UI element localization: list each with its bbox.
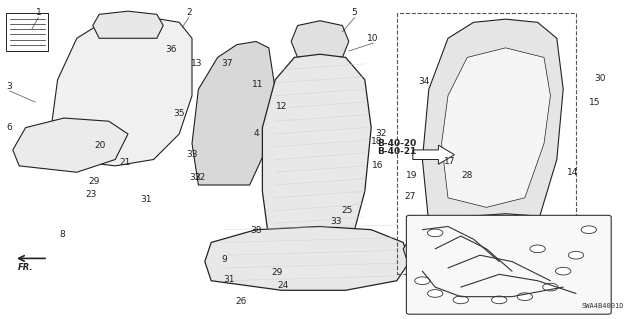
Circle shape (543, 283, 558, 291)
Circle shape (530, 245, 545, 253)
Polygon shape (291, 21, 349, 57)
Polygon shape (422, 19, 563, 233)
Circle shape (453, 296, 468, 304)
Text: B-40-21: B-40-21 (378, 147, 417, 156)
Text: 28: 28 (461, 171, 473, 180)
Text: 1: 1 (36, 8, 41, 17)
Text: 23: 23 (85, 190, 97, 199)
Text: 33: 33 (186, 150, 198, 159)
Text: 32: 32 (376, 130, 387, 138)
Polygon shape (262, 54, 371, 249)
Circle shape (556, 267, 571, 275)
Text: 10: 10 (367, 34, 379, 43)
Text: 8: 8 (60, 230, 65, 239)
Text: 17: 17 (444, 157, 455, 166)
Text: 13: 13 (191, 59, 202, 68)
Text: 9: 9 (221, 256, 227, 264)
Text: 20: 20 (95, 141, 106, 150)
FancyBboxPatch shape (406, 215, 611, 314)
Text: 37: 37 (221, 59, 233, 68)
Text: 16: 16 (372, 161, 383, 170)
Circle shape (415, 277, 430, 285)
Circle shape (517, 293, 532, 300)
Text: 2: 2 (186, 8, 191, 17)
Text: 12: 12 (276, 102, 287, 111)
Text: 24: 24 (277, 281, 289, 290)
Circle shape (492, 296, 507, 304)
Text: 5: 5 (352, 8, 357, 17)
Text: B-40-20: B-40-20 (378, 139, 417, 148)
Text: 18: 18 (371, 137, 382, 146)
Text: 36: 36 (166, 45, 177, 54)
Text: 38: 38 (250, 226, 262, 235)
FancyArrow shape (413, 145, 454, 164)
Text: 29: 29 (88, 177, 100, 186)
Circle shape (568, 251, 584, 259)
Circle shape (428, 229, 443, 237)
Text: 3: 3 (7, 82, 12, 91)
Text: 14: 14 (567, 168, 579, 177)
Text: 33: 33 (330, 217, 342, 226)
Text: 26: 26 (235, 297, 246, 306)
Text: SWA4B4001D: SWA4B4001D (582, 303, 624, 309)
Text: 4: 4 (253, 130, 259, 138)
Polygon shape (13, 118, 128, 172)
Text: 19: 19 (406, 171, 417, 180)
Bar (6, 13, 48, 51)
Text: FR.: FR. (18, 263, 33, 272)
Polygon shape (442, 48, 550, 207)
Text: 6: 6 (7, 123, 12, 132)
Text: 33: 33 (189, 173, 201, 182)
Polygon shape (403, 214, 576, 274)
Text: 31: 31 (223, 275, 235, 284)
Polygon shape (51, 16, 192, 166)
Text: 15: 15 (589, 98, 601, 107)
Text: 30: 30 (595, 74, 606, 83)
Polygon shape (205, 226, 410, 290)
Text: 22: 22 (195, 173, 206, 182)
Text: 34: 34 (418, 77, 429, 86)
Circle shape (581, 226, 596, 234)
Circle shape (428, 290, 443, 297)
Bar (397, 13, 576, 274)
Text: 31: 31 (140, 195, 152, 204)
Text: 27: 27 (404, 192, 415, 201)
Polygon shape (192, 41, 275, 185)
Text: 35: 35 (173, 109, 185, 118)
Polygon shape (93, 11, 163, 38)
Text: 29: 29 (271, 268, 283, 277)
Text: 25: 25 (341, 206, 353, 215)
Text: 21: 21 (119, 158, 131, 167)
Text: 11: 11 (252, 80, 263, 89)
